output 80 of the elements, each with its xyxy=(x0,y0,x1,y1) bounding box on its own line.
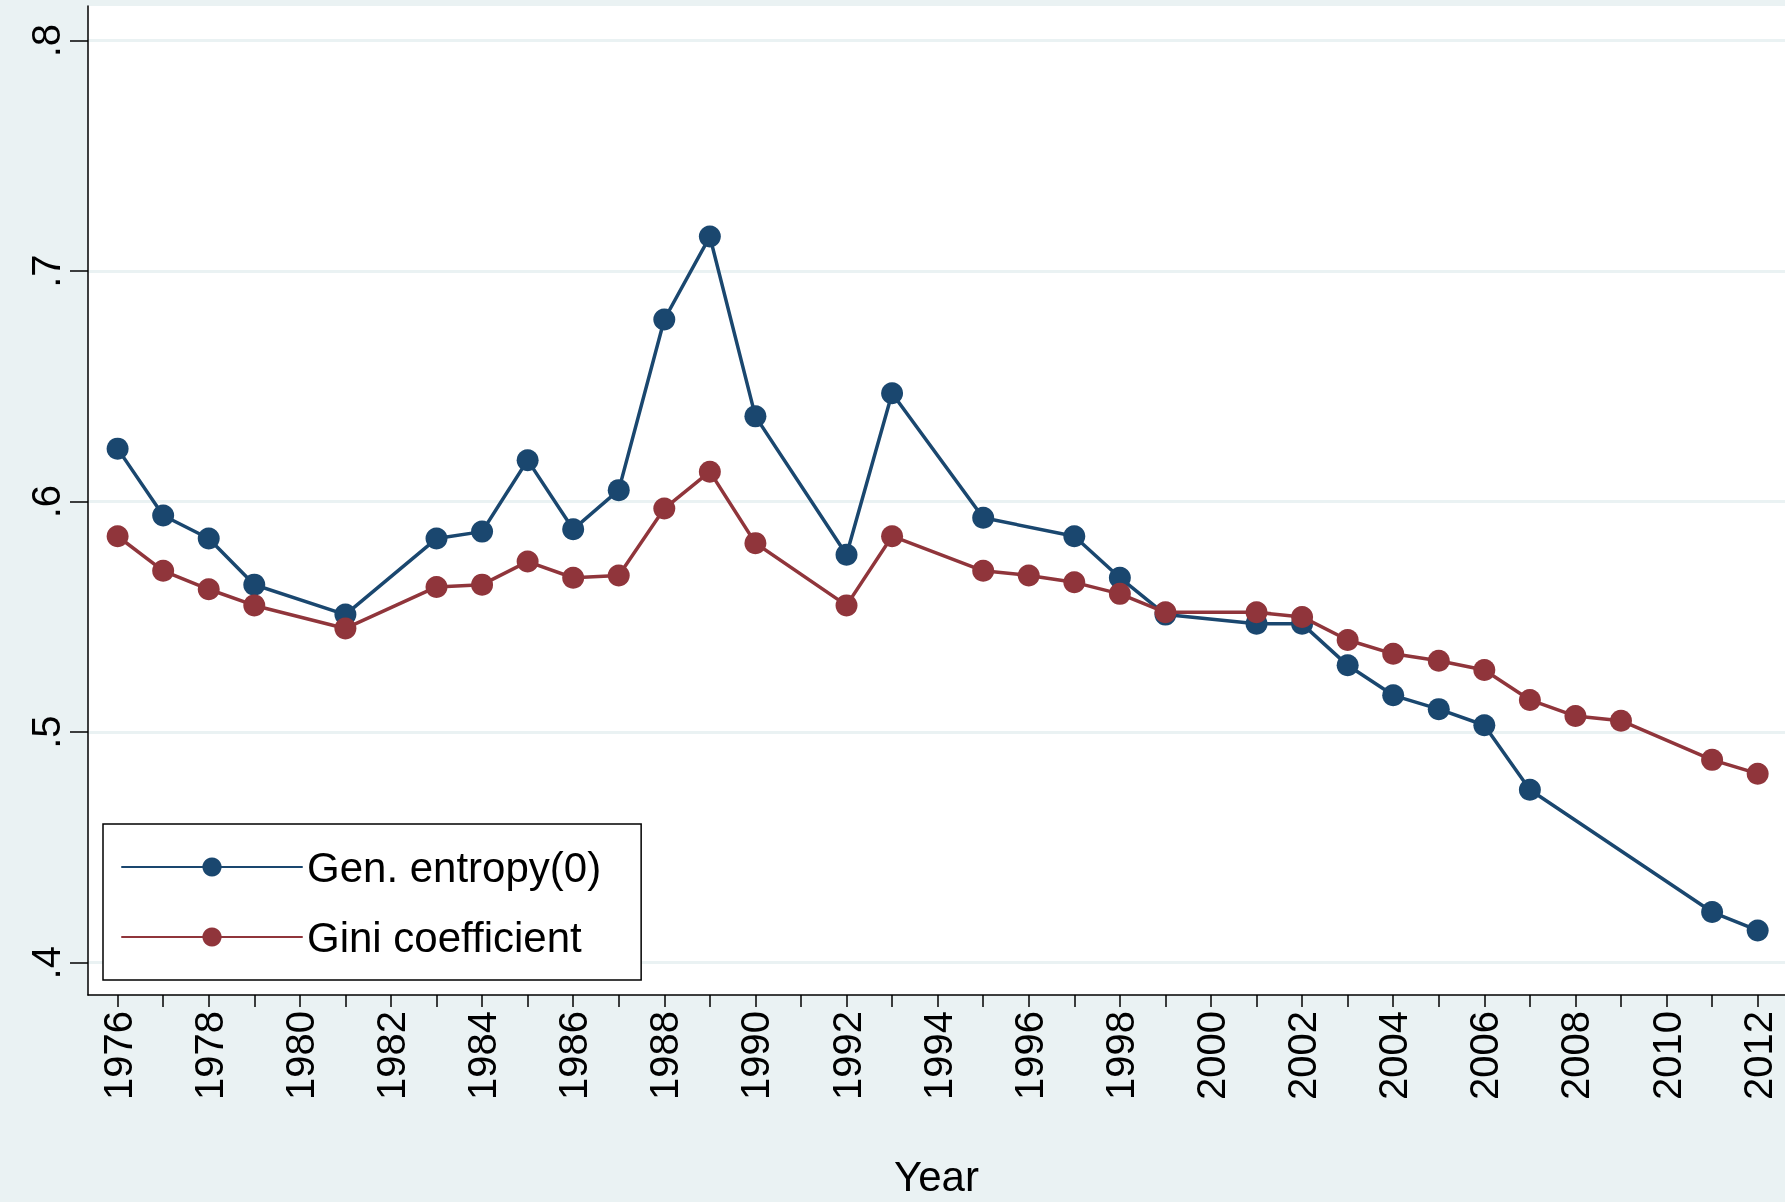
x-tick-label: 2012 xyxy=(1735,1011,1780,1100)
x-tick-label: 2000 xyxy=(1188,1011,1233,1100)
point xyxy=(1245,601,1268,624)
x-tick-label: 1996 xyxy=(1006,1011,1051,1100)
x-tick-label: 1976 xyxy=(95,1011,140,1100)
point xyxy=(881,525,904,548)
point xyxy=(653,308,676,331)
point xyxy=(607,479,630,502)
point xyxy=(1291,605,1314,628)
point xyxy=(1336,628,1359,651)
point xyxy=(197,578,220,601)
point xyxy=(106,525,129,548)
x-tick-label: 2006 xyxy=(1462,1011,1507,1100)
y-tick-label: .7 xyxy=(24,254,68,288)
point xyxy=(698,460,721,483)
y-tick-label: .8 xyxy=(24,23,68,58)
point xyxy=(835,594,858,617)
x-tick-label: 1992 xyxy=(824,1011,869,1100)
point xyxy=(243,573,266,596)
point xyxy=(152,504,175,527)
point xyxy=(972,559,995,582)
point xyxy=(835,543,858,566)
x-tick-label: 1998 xyxy=(1097,1011,1142,1100)
point xyxy=(425,575,448,598)
point xyxy=(1336,654,1359,677)
x-tick-label: 1980 xyxy=(277,1011,322,1100)
y-tick-label: .5 xyxy=(24,715,68,749)
point xyxy=(1701,901,1724,923)
point xyxy=(1382,684,1405,707)
point xyxy=(1063,571,1086,594)
x-tick-label: 1982 xyxy=(368,1011,413,1100)
y-tick-label: .4 xyxy=(24,946,68,980)
point xyxy=(1063,525,1086,548)
point xyxy=(1427,698,1450,721)
point xyxy=(1382,642,1405,665)
point xyxy=(1746,919,1769,942)
point xyxy=(516,449,539,472)
point xyxy=(881,382,904,405)
point xyxy=(516,550,539,573)
x-tick-label: 1988 xyxy=(642,1011,687,1100)
point xyxy=(744,532,767,555)
point xyxy=(972,506,995,529)
point xyxy=(197,527,220,550)
point xyxy=(106,437,129,460)
point xyxy=(1427,649,1450,672)
x-tick-label: 2002 xyxy=(1280,1011,1325,1100)
point xyxy=(471,573,494,596)
point xyxy=(1473,714,1496,737)
x-tick-label: 2004 xyxy=(1371,1011,1416,1100)
point xyxy=(1518,688,1541,711)
point xyxy=(425,527,448,550)
point xyxy=(1518,778,1541,801)
x-tick-label: 2010 xyxy=(1644,1011,1689,1100)
point xyxy=(698,225,721,248)
x-tick-label: 1984 xyxy=(460,1011,505,1100)
point xyxy=(653,497,676,520)
x-tick-label: 1990 xyxy=(733,1011,778,1100)
x-tick-label: 2008 xyxy=(1553,1011,1598,1100)
x-axis-title: Year xyxy=(894,1152,979,1200)
point xyxy=(471,520,494,543)
point xyxy=(1610,709,1632,732)
point xyxy=(152,559,175,582)
point xyxy=(1473,658,1496,681)
point xyxy=(562,566,585,589)
point xyxy=(1017,564,1040,587)
x-tick-label: 1986 xyxy=(551,1011,596,1100)
x-tick-label: 1994 xyxy=(915,1011,960,1100)
point xyxy=(1701,748,1724,771)
point xyxy=(744,405,767,428)
legend-label: Gen. entropy(0) xyxy=(307,843,602,891)
point xyxy=(1746,762,1769,785)
point xyxy=(1108,582,1131,605)
point xyxy=(1564,705,1587,728)
y-tick-label: .6 xyxy=(24,484,68,519)
point xyxy=(607,564,630,587)
point xyxy=(243,594,266,617)
x-tick-label: 1978 xyxy=(186,1011,231,1100)
point xyxy=(562,518,585,541)
legend-label: Gini coefficient xyxy=(307,913,583,961)
point xyxy=(334,617,357,640)
